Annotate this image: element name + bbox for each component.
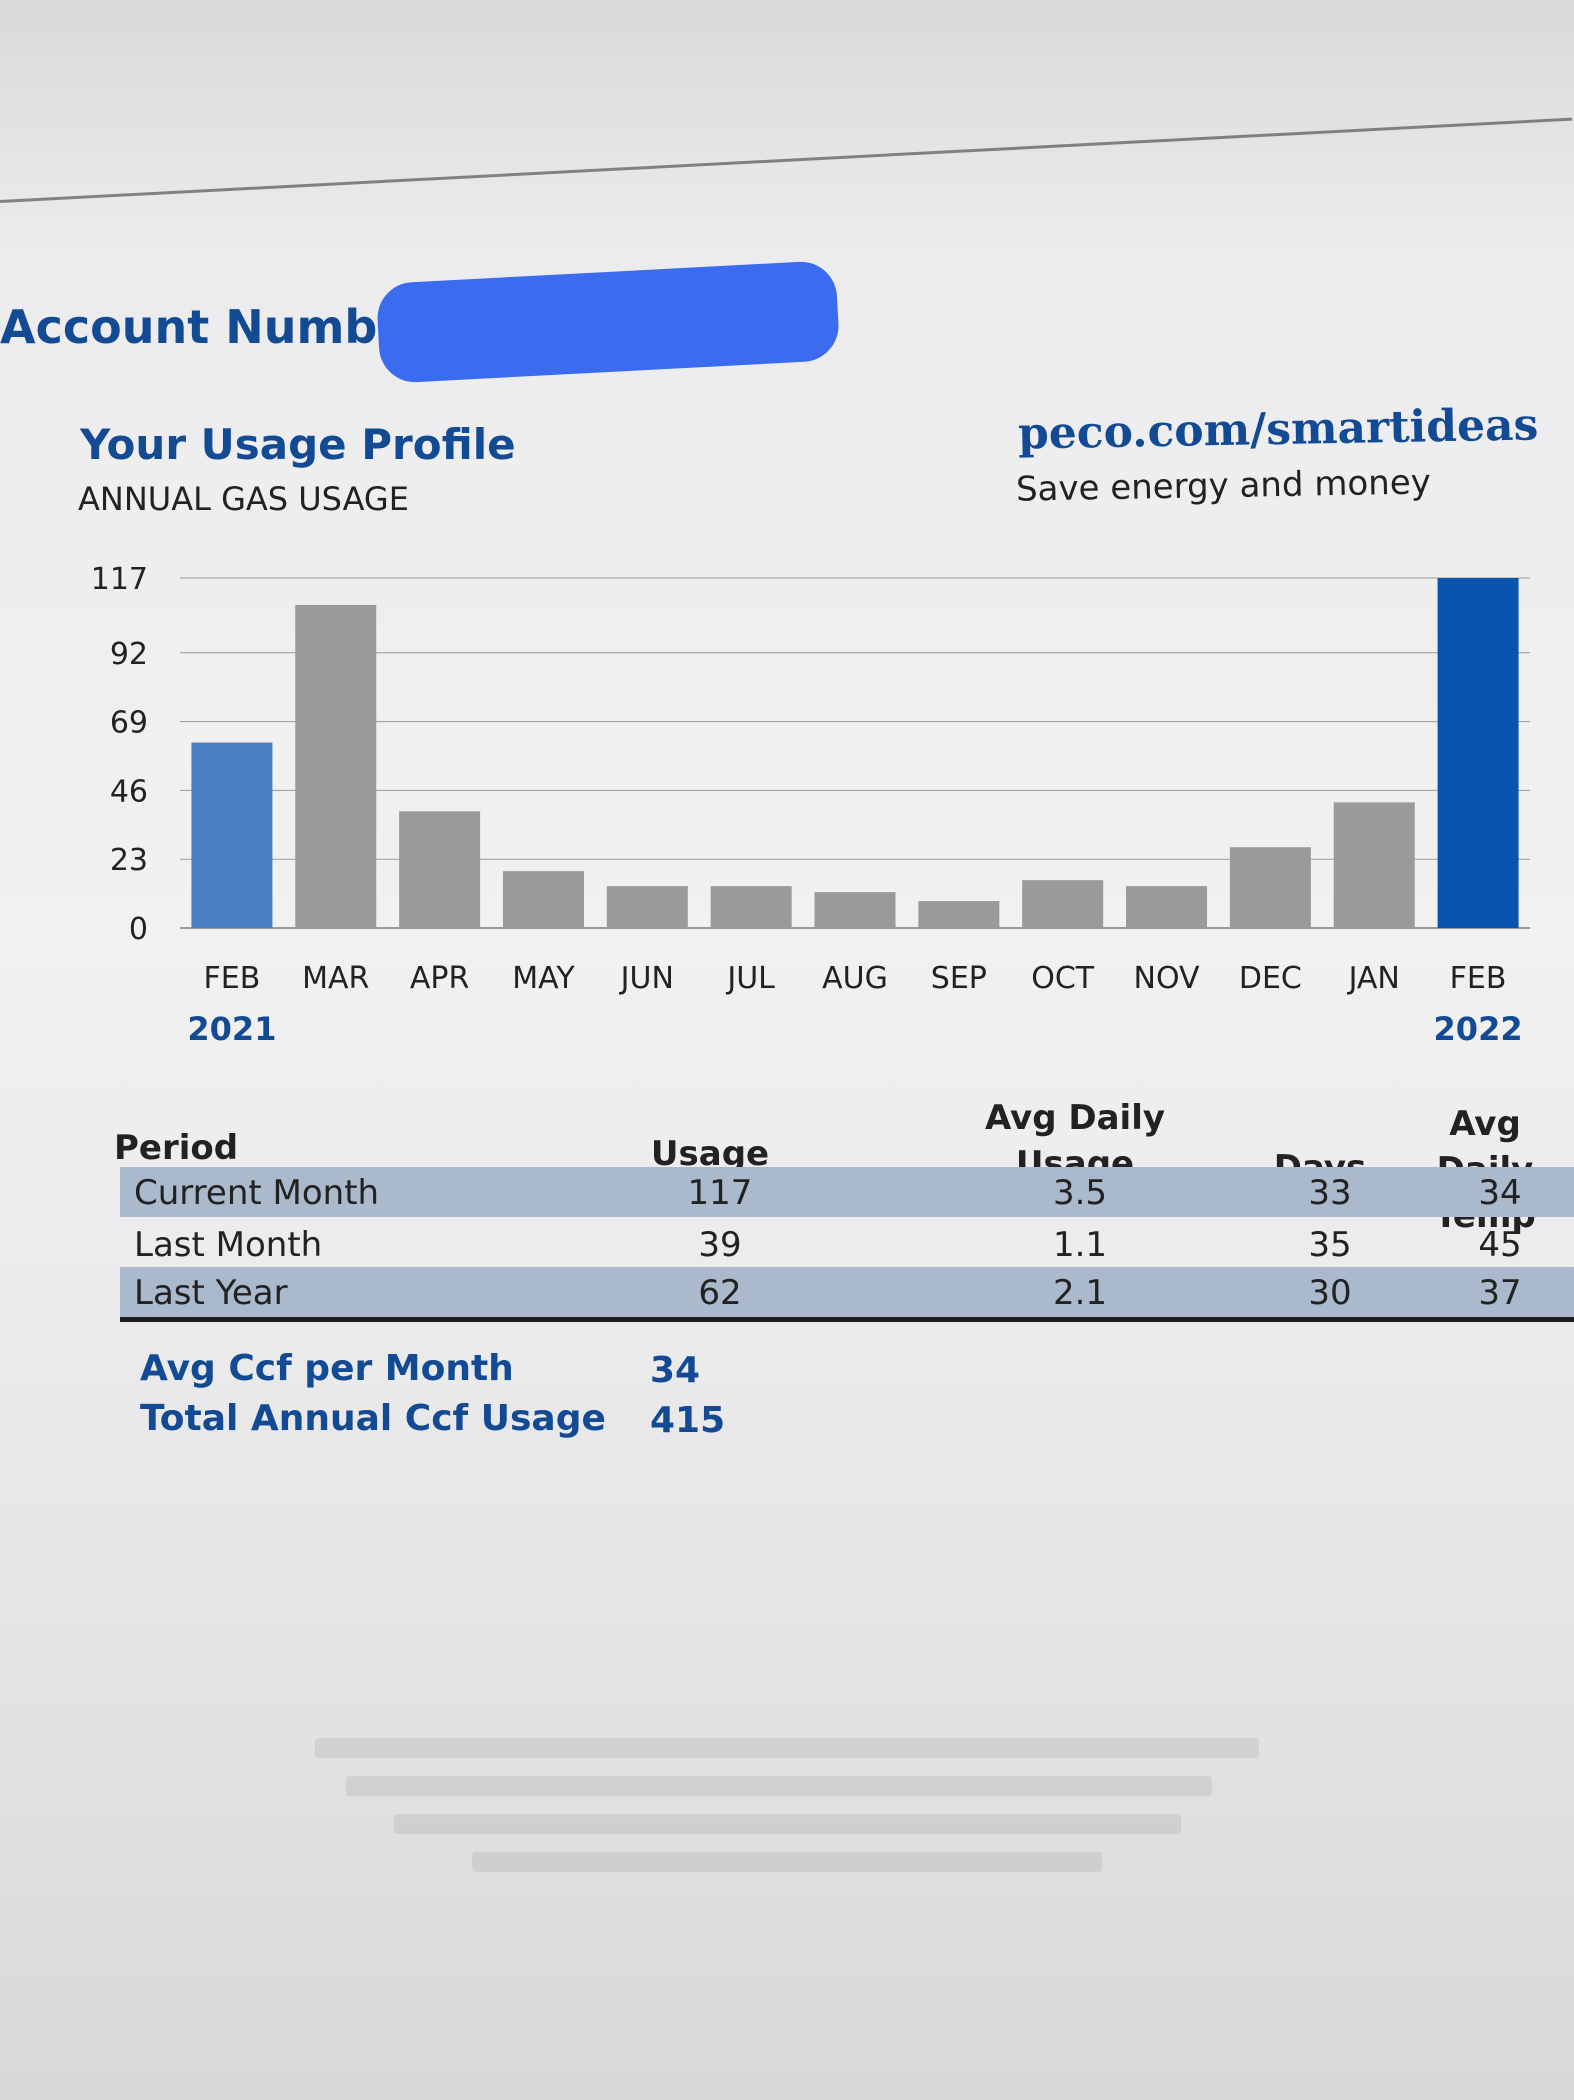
days-cell: 33 — [1308, 1173, 1352, 1213]
total-ccf-label: Total Annual Ccf Usage — [140, 1398, 606, 1439]
bar — [1229, 847, 1311, 928]
days-cell: 35 — [1308, 1225, 1352, 1265]
total-ccf-value: 415 — [650, 1400, 726, 1441]
x-tick-label: MAR — [302, 961, 369, 996]
y-tick-label: 117 — [91, 562, 148, 597]
bar — [606, 886, 688, 928]
bar — [1126, 886, 1208, 928]
days-cell: 30 — [1308, 1273, 1352, 1313]
x-tick-label: SEP — [931, 961, 987, 996]
bar — [191, 742, 273, 928]
chart-gridlines — [180, 577, 1530, 929]
chart-y-ticks: 0 23 46 69 92 117 — [91, 562, 148, 947]
avg-daily-usage-cell: 2.1 — [1052, 1273, 1108, 1313]
temp-cell: 45 — [1478, 1225, 1522, 1265]
usage-cell: 62 — [698, 1273, 742, 1313]
table-row: Current Month 117 3.5 33 34 — [120, 1167, 1574, 1217]
x-tick-label: JAN — [1347, 961, 1400, 996]
year-label: 2021 — [187, 1010, 276, 1048]
avg-daily-usage-cell: 3.5 — [1052, 1173, 1108, 1213]
table-row: Last Year 62 2.1 30 37 — [120, 1267, 1574, 1317]
bleed-through-text — [0, 1720, 1574, 2100]
usage-table: Period Usage Avg Daily Usage Days Avg Da… — [110, 1095, 1574, 1355]
x-tick-label: AUG — [822, 961, 888, 996]
temp-cell: 37 — [1478, 1273, 1522, 1313]
tagline: Save energy and money — [1015, 462, 1432, 510]
bar — [399, 811, 481, 928]
x-tick-label: NOV — [1134, 961, 1201, 996]
table-bottom-rule — [120, 1317, 1574, 1322]
annual-gas-usage-chart: 0 23 46 69 92 117 FEB MAR APR MAY JUN JUL AUG SEP OCT… — [91, 562, 1530, 1048]
smartideas-link[interactable]: peco.com/smartideas — [1017, 399, 1539, 460]
bar — [1022, 880, 1104, 928]
y-tick-label: 69 — [110, 706, 148, 741]
bar — [295, 604, 377, 928]
x-tick-label: OCT — [1031, 961, 1095, 996]
x-tick-label: APR — [410, 961, 469, 996]
bar — [814, 892, 896, 928]
usage-cell: 39 — [698, 1225, 742, 1265]
y-tick-label: 0 — [129, 912, 148, 947]
y-tick-label: 46 — [110, 774, 148, 809]
avg-ccf-label: Avg Ccf per Month — [140, 1348, 514, 1389]
redaction-mark — [375, 260, 841, 384]
x-tick-label: JUN — [619, 961, 674, 996]
period-header: Period — [114, 1128, 239, 1168]
usage-cell: 117 — [687, 1173, 753, 1213]
y-tick-label: 92 — [110, 637, 148, 672]
usage-profile-title: Your Usage Profile — [80, 420, 516, 469]
bar — [918, 901, 1000, 928]
bar — [502, 871, 584, 928]
x-tick-label: MAY — [512, 961, 575, 996]
x-tick-label: JUL — [725, 961, 775, 996]
period-cell: Current Month — [134, 1173, 380, 1213]
avg-ccf-value: 34 — [650, 1350, 701, 1391]
year-label: 2022 — [1434, 1010, 1523, 1048]
annual-gas-usage-subtitle: ANNUAL GAS USAGE — [78, 480, 409, 518]
period-cell: Last Year — [134, 1273, 288, 1313]
period-cell: Last Month — [134, 1225, 323, 1265]
chart-year-labels: 2021 2022 — [187, 1010, 1522, 1048]
bar — [710, 886, 792, 928]
avg-daily-usage-cell: 1.1 — [1052, 1225, 1108, 1265]
bar — [1437, 578, 1519, 928]
x-tick-label: FEB — [204, 961, 261, 996]
y-tick-label: 23 — [110, 843, 148, 878]
temp-cell: 34 — [1478, 1173, 1522, 1213]
x-tick-label: DEC — [1239, 961, 1302, 996]
x-tick-label: FEB — [1450, 961, 1507, 996]
chart-x-labels: FEB MAR APR MAY JUN JUL AUG SEP OCT NOV DEC JAN FEB — [204, 961, 1507, 996]
chart-bars — [191, 578, 1519, 928]
account-number-label: Account Numbe — [0, 300, 409, 354]
page-divider — [0, 117, 1572, 203]
bar — [1333, 802, 1415, 928]
table-row: Last Month 39 1.1 35 45 — [120, 1219, 1574, 1269]
